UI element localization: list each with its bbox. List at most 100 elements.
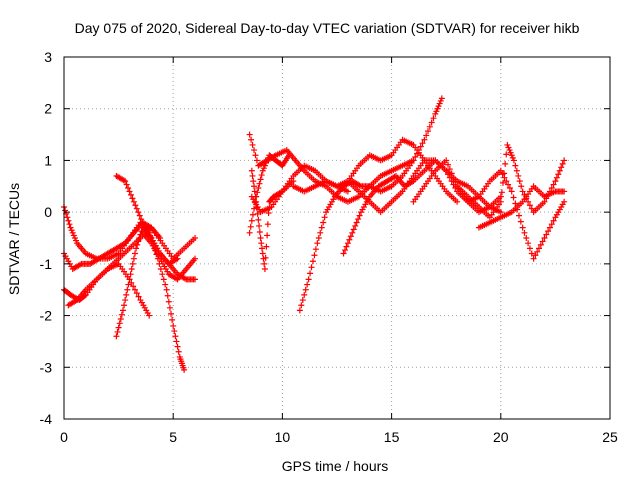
- data-point: [65, 217, 72, 224]
- data-point: [138, 216, 145, 223]
- y-tick-label: -1: [40, 256, 53, 272]
- data-point: [428, 119, 435, 126]
- data-point: [550, 217, 557, 224]
- data-point: [160, 276, 167, 283]
- ticks-layer: 0 5 10 15 20 25 -4 -3 -2 -1 0 1 2 3: [40, 49, 618, 445]
- series-track-12: [296, 95, 445, 314]
- data-point: [125, 185, 132, 192]
- data-point: [258, 172, 265, 179]
- data-point: [174, 343, 181, 350]
- x-tick-label: 10: [275, 429, 291, 445]
- data-point: [175, 348, 182, 355]
- data-point: [299, 297, 306, 304]
- grid-layer: [64, 57, 610, 419]
- data-point: [249, 141, 256, 148]
- data-point: [256, 222, 263, 229]
- data-point: [246, 131, 253, 138]
- data-point: [251, 147, 258, 154]
- data-point: [497, 209, 504, 216]
- data-point: [545, 228, 552, 235]
- data-point: [498, 189, 505, 196]
- data-point: [423, 132, 430, 139]
- data-point: [116, 320, 123, 327]
- data-point: [312, 246, 319, 253]
- series-track-7: [139, 229, 199, 283]
- data-point: [448, 178, 455, 185]
- data-point: [246, 229, 253, 236]
- data-point: [251, 205, 258, 212]
- data-point: [525, 240, 532, 247]
- data-point: [171, 328, 178, 335]
- data-point: [537, 241, 544, 248]
- data-point: [505, 181, 512, 188]
- chart-title: Day 075 of 2020, Sidereal Day-to-day VTE…: [75, 20, 580, 36]
- data-point: [556, 167, 563, 174]
- data-point: [528, 205, 535, 212]
- data-point: [130, 198, 137, 205]
- data-point: [249, 211, 256, 218]
- data-point: [340, 250, 347, 257]
- data-point: [285, 152, 292, 159]
- data-point: [129, 195, 136, 202]
- data-point: [257, 176, 264, 183]
- data-point: [164, 292, 171, 299]
- data-point: [256, 180, 263, 187]
- data-point: [146, 312, 153, 319]
- data-point: [131, 250, 138, 257]
- y-tick-label: 0: [44, 204, 52, 220]
- data-point: [248, 167, 255, 174]
- data-point: [516, 178, 523, 185]
- data-point: [308, 264, 315, 271]
- data-point: [559, 160, 566, 167]
- data-point: [508, 188, 515, 195]
- data-point: [510, 194, 517, 201]
- x-tick-label: 5: [169, 429, 177, 445]
- data-point: [265, 210, 272, 217]
- plot-frame: [63, 56, 611, 420]
- data-point: [157, 266, 164, 273]
- data-point: [301, 291, 308, 298]
- data-point: [298, 302, 305, 309]
- data-point: [135, 209, 142, 216]
- series-track-18: [475, 183, 568, 231]
- data-point: [499, 179, 506, 186]
- data-point: [352, 222, 359, 229]
- data-point: [162, 281, 169, 288]
- data-point: [309, 258, 316, 265]
- data-point: [519, 188, 526, 195]
- data-point: [133, 245, 140, 252]
- data-point: [497, 193, 504, 200]
- data-point: [64, 214, 71, 221]
- data-point: [117, 316, 124, 323]
- data-point: [501, 170, 508, 177]
- data-point: [131, 286, 138, 293]
- data-point: [561, 157, 568, 164]
- data-point: [181, 366, 188, 373]
- data-point: [438, 95, 445, 102]
- data-point: [450, 174, 457, 181]
- data-point: [251, 183, 258, 190]
- data-point: [135, 293, 142, 300]
- data-point: [259, 245, 266, 252]
- data-point: [430, 115, 437, 122]
- data-point: [172, 333, 179, 340]
- data-point: [342, 247, 349, 254]
- data-point: [526, 245, 533, 252]
- data-point: [343, 243, 350, 250]
- data-point: [118, 311, 125, 318]
- data-point: [252, 152, 259, 159]
- data-point: [247, 223, 254, 230]
- data-point: [512, 200, 519, 207]
- data-point: [136, 235, 143, 241]
- y-tick-label: 2: [44, 101, 52, 117]
- data-point: [261, 260, 268, 267]
- data-point: [410, 157, 417, 164]
- data-point: [122, 178, 129, 185]
- data-point: [259, 250, 266, 257]
- data-point: [446, 166, 453, 173]
- data-point: [443, 157, 450, 164]
- data-point: [169, 316, 176, 323]
- data-point: [541, 235, 548, 241]
- data-point: [251, 188, 258, 195]
